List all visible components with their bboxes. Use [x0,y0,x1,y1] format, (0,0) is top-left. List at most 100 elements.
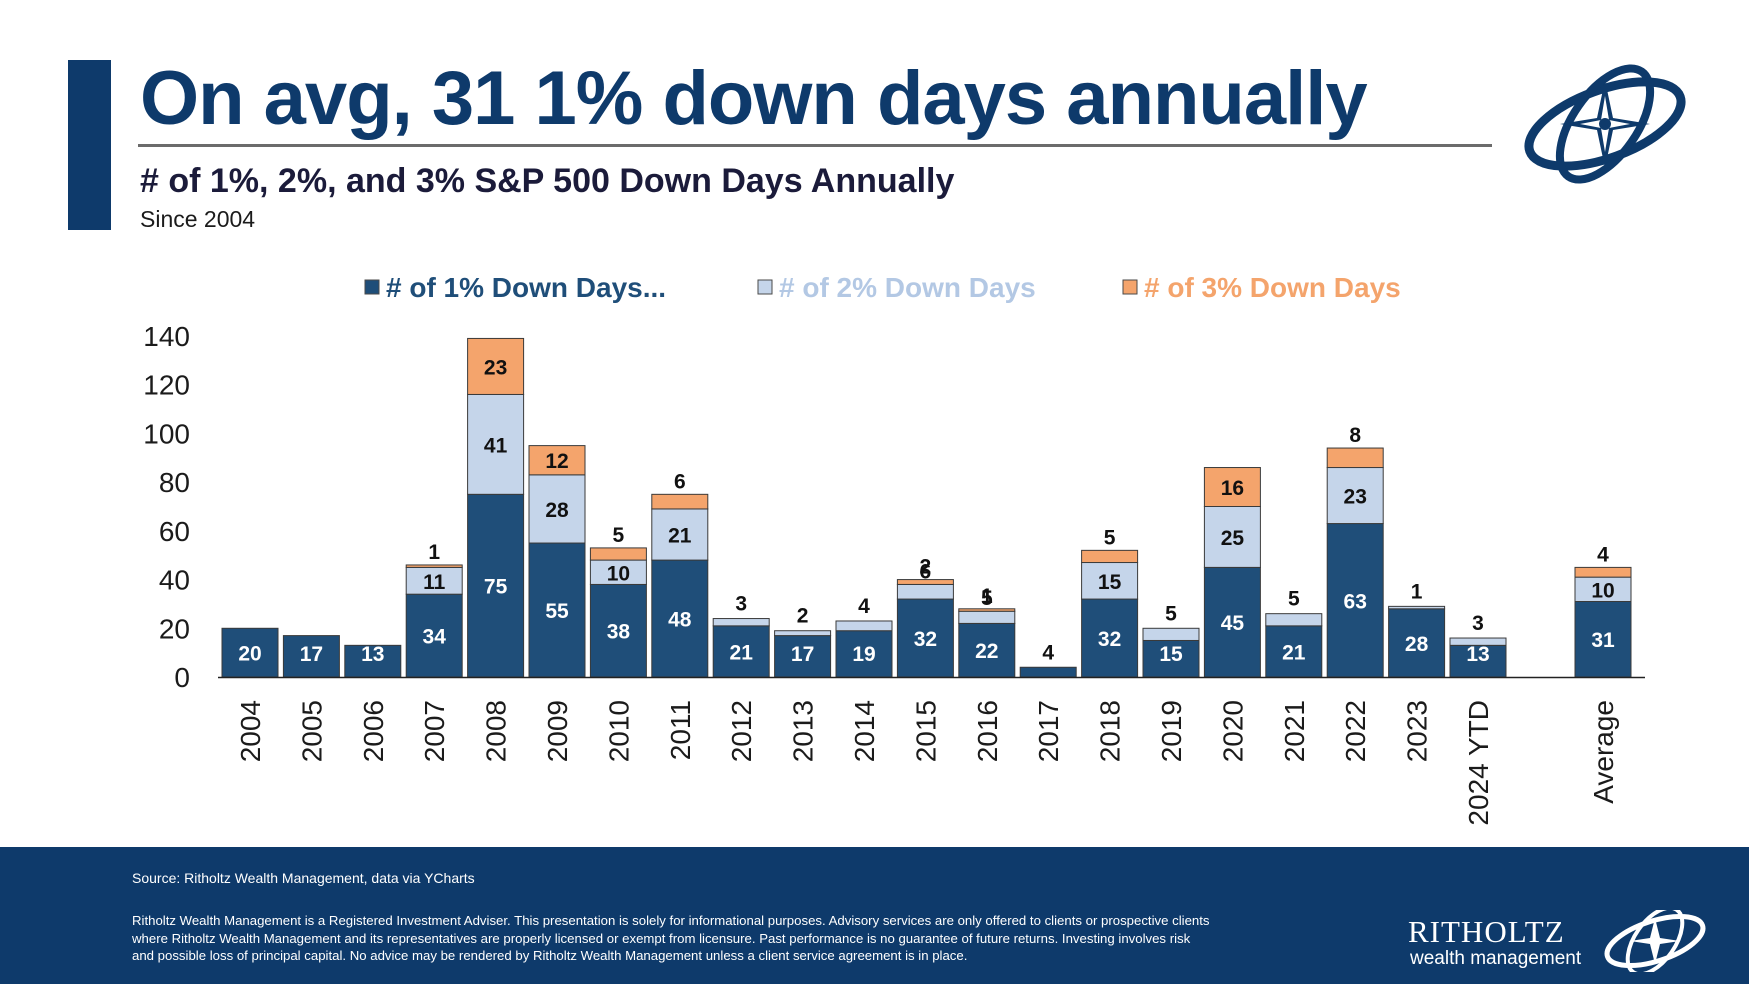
x-tick-label: 2017 [1033,700,1064,762]
bar-segment-1pct [528,542,586,678]
data-label: 75 [484,576,508,599]
bar-segment-3pct [896,579,954,585]
bar-segment-2pct [1265,613,1323,627]
data-label: 5 [613,524,625,547]
data-label: 8 [1349,424,1361,447]
x-tick-label: 2020 [1217,700,1248,762]
data-label: 55 [545,600,569,623]
data-label: 21 [1282,641,1306,664]
bar-series: 20 17 133411175412355281238105482162131721… [221,337,1632,678]
x-tick-label: 2023 [1402,700,1433,762]
bar-segment-3pct [405,564,463,568]
bar-segment-3pct [589,547,647,561]
title-divider [138,144,1492,147]
footer-band [0,847,1749,984]
data-label: 21 [668,525,692,548]
x-tick-label: Average [1588,700,1619,804]
data-label: 28 [545,499,569,522]
bar-segment-1pct [774,635,832,678]
bar-segment-1pct [1142,639,1200,678]
data-label: 45 [1221,612,1245,635]
data-label: 3 [735,593,747,616]
bar-segment-2pct [896,583,954,600]
bar-segment-3pct [528,445,586,476]
data-label: 19 [852,643,875,666]
x-tick-label: 2013 [788,700,819,762]
data-label: 38 [607,621,631,644]
x-tick-label: 2019 [1156,700,1187,762]
data-label: 4 [1042,641,1054,664]
x-tick-label: 2008 [481,700,512,762]
bar-segment-1pct [896,598,954,678]
y-tick-label: 40 [159,565,190,596]
bar-segment-2pct [405,566,463,595]
bar-segment-1pct [405,593,463,678]
legend-swatch-3pct [1122,279,1138,295]
data-label: 5 [1104,526,1116,549]
stacked-bar-chart: # of 1% Down Days... # of 2% Down Days #… [143,272,1645,826]
bar-segment-3pct [958,608,1016,612]
bar-segment-2pct [835,620,893,632]
data-label: 28 [1405,633,1429,656]
data-label: 20 [238,643,261,666]
bar-segment-3pct [1326,447,1384,469]
data-label: 1 [981,585,993,608]
bar-segment-2pct [467,393,525,495]
bar-segment-1pct [1265,625,1323,678]
source-note: Source: Ritholtz Wealth Management, data… [132,870,475,886]
legend-label-2pct: # of 2% Down Days [779,272,1036,303]
bar-segment-2pct [1326,467,1384,525]
data-label: 5 [1288,588,1300,611]
data-label: 2 [920,556,932,579]
data-label: 17 [300,643,323,666]
bar-segment-2pct [1388,605,1446,610]
legend-label-1pct: # of 1% Down Days... [386,272,666,303]
y-tick-label: 80 [159,467,190,498]
y-tick-label: 140 [143,321,190,352]
bar-segment-2pct [1142,627,1200,641]
data-label: 1 [1411,580,1423,603]
data-label: 13 [1466,643,1489,666]
bar-segment-1pct [958,622,1016,678]
y-tick-label: 100 [143,418,190,449]
x-tick-label: 2010 [603,700,634,762]
x-tick-label: 2021 [1279,700,1310,762]
x-tick-label: 2009 [542,700,573,762]
data-label: 34 [423,626,447,649]
chart-period-note: Since 2004 [140,206,256,232]
bar-segment-2pct [712,618,770,627]
brand-logo: RITHOLTZ wealth management [1408,910,1718,980]
data-label: 4 [1597,543,1609,566]
data-label: 31 [1591,629,1615,652]
x-tick-label: 2006 [358,700,389,762]
x-tick-label: 2005 [296,700,327,762]
title-accent-bar [68,60,111,230]
data-label: 10 [1591,579,1614,602]
bar-segment-3pct [1081,549,1139,564]
data-label: 21 [730,641,754,664]
bar-segment-1pct [467,493,525,678]
x-tick-label: 2012 [726,700,757,762]
data-label: 2 [797,605,809,628]
x-tick-label: 2014 [849,700,880,762]
data-label: 15 [1098,571,1122,594]
chart-legend: # of 1% Down Days... # of 2% Down Days #… [364,272,1401,303]
page-title: On avg, 31 1% down days annually [140,56,1368,141]
brand-tagline: wealth management [1410,948,1582,969]
y-tick-label: 20 [159,613,190,644]
data-label: 41 [484,434,508,457]
data-label: 11 [423,571,446,594]
bar-segment-1pct [1388,608,1446,678]
bar-segment-2pct [1081,562,1139,600]
bar-segment-1pct [1081,598,1139,678]
x-axis: 2004 2005 2006 2007 2008 2009 2010 2011 2012 2013… [218,676,1645,826]
data-label: 10 [607,562,630,585]
brand-globe-icon [1604,910,1706,972]
bar-segment-2pct [1449,637,1507,646]
compass-globe-logo-icon [1524,64,1686,184]
y-tick-label: 0 [174,662,190,693]
bar-segment-1pct [589,583,647,678]
y-tick-label: 60 [159,516,190,547]
bar-segment-2pct [589,559,647,585]
data-label: 3 [1472,612,1484,635]
